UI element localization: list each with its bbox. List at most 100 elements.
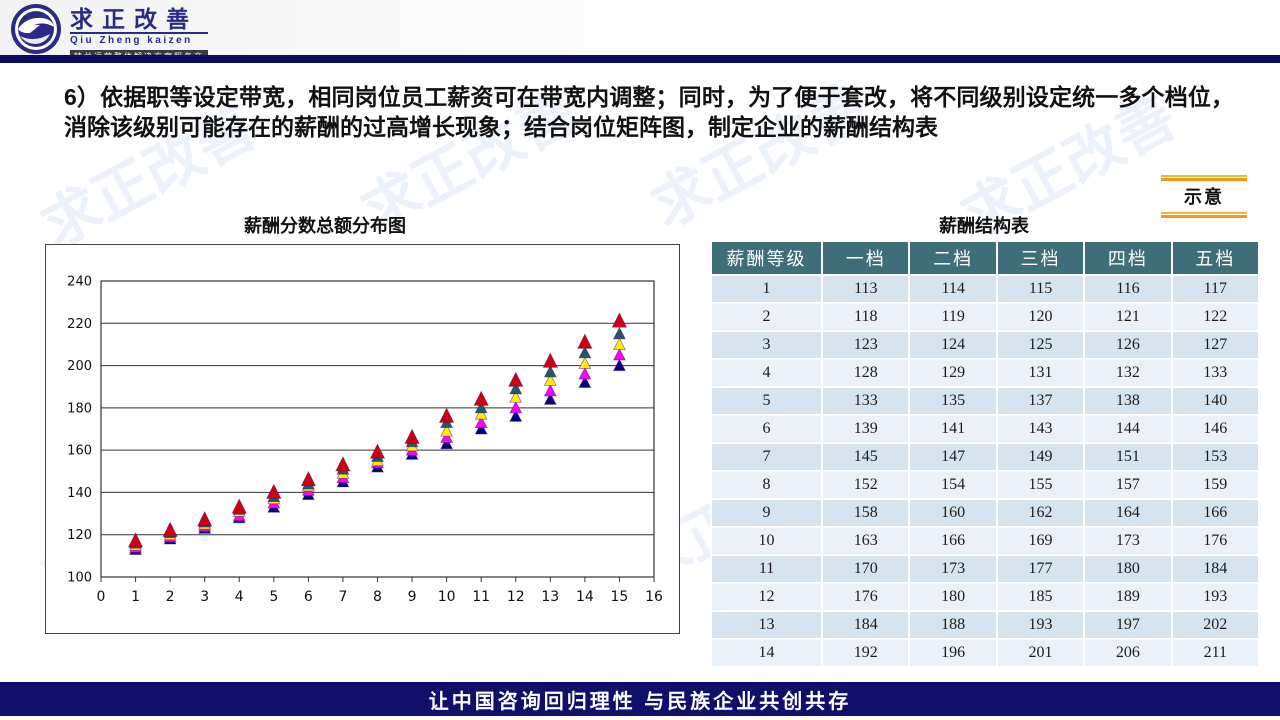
table-cell: 124: [910, 332, 996, 358]
table-cell: 176: [1172, 528, 1258, 554]
table-cell: 13: [712, 612, 822, 638]
table-cell: 133: [1172, 360, 1258, 386]
x-axis-tick-label: 4: [235, 589, 244, 605]
table-cell: 125: [997, 332, 1084, 358]
table-header-cell: 二档: [910, 242, 996, 274]
table-row: 9 158 160 162 164 166: [712, 500, 1258, 526]
table-cell: 14: [712, 640, 822, 666]
table-header-cell: 薪酬等级: [712, 242, 822, 274]
table-cell: 164: [1085, 500, 1171, 526]
table-cell: 189: [1085, 584, 1171, 610]
scatter-series-5: [127, 312, 628, 548]
badge-label: 示意: [1184, 187, 1224, 207]
table-cell: 196: [910, 640, 996, 666]
scatter-marker: [197, 511, 213, 527]
salary-structure-table: 薪酬等级 一档 二档 三档 四档 五档 1 113 114 115 116 117 2 118 119 120…: [710, 240, 1260, 668]
table-cell: 146: [1172, 416, 1258, 442]
y-axis-tick-label: 220: [67, 317, 92, 332]
x-axis-tick-label: 3: [200, 589, 209, 605]
table-cell: 193: [997, 612, 1084, 638]
table-cell: 113: [823, 276, 909, 302]
x-axis-tick-label: 15: [611, 589, 629, 605]
x-axis-tick-label: 2: [166, 589, 175, 605]
scatter-marker: [440, 424, 454, 437]
table-cell: 170: [823, 556, 909, 582]
table-cell: 153: [1172, 444, 1258, 470]
table-cell: 185: [997, 584, 1084, 610]
table-cell: 144: [1085, 416, 1171, 442]
scatter-marker: [578, 366, 592, 380]
table-cell: 197: [1085, 612, 1171, 638]
table-row: 11 170 173 177 180 184: [712, 556, 1258, 582]
table-cell: 166: [910, 528, 996, 554]
table-cell: 149: [997, 444, 1084, 470]
table-cell: 4: [712, 360, 822, 386]
scatter-marker: [474, 407, 488, 420]
table-cell: 114: [910, 276, 996, 302]
table-cell: 151: [1085, 444, 1171, 470]
scatter-marker: [578, 345, 592, 359]
table-cell: 188: [910, 612, 996, 638]
x-axis-tick-label: 0: [97, 589, 106, 605]
scatter-marker: [231, 498, 247, 514]
y-axis-tick-label: 100: [67, 571, 92, 586]
table-cell: 184: [1172, 556, 1258, 582]
table-header-cell: 四档: [1085, 242, 1171, 274]
x-axis-tick-label: 1: [131, 589, 140, 605]
table-cell: 121: [1085, 304, 1171, 330]
table-cell: 118: [823, 304, 909, 330]
table-cell: 123: [823, 332, 909, 358]
table-cell: 138: [1085, 388, 1171, 414]
table-cell: 162: [997, 500, 1084, 526]
company-logo-icon: [11, 4, 61, 54]
x-axis-tick-label: 10: [438, 589, 456, 605]
table-cell: 127: [1172, 332, 1258, 358]
scatter-marker: [474, 421, 488, 435]
table-cell: 160: [910, 500, 996, 526]
x-axis-tick-label: 7: [338, 589, 347, 605]
table-cell: 177: [997, 556, 1084, 582]
table-cell: 180: [910, 584, 996, 610]
scatter-marker: [474, 400, 488, 414]
table-cell: 7: [712, 444, 822, 470]
header-bar: 求正改善 Qiu Zheng kaizen 精益运营整体解决方案服务商: [0, 0, 1280, 63]
scatter-marker: [127, 532, 144, 548]
table-row: 2 118 119 120 121 122: [712, 304, 1258, 330]
table-cell: 157: [1085, 472, 1171, 498]
table-row: 4 128 129 131 132 133: [712, 360, 1258, 386]
x-axis-tick-label: 5: [269, 589, 278, 605]
table-header-cell: 三档: [997, 242, 1084, 274]
salary-distribution-chart: 100 120 140 160 180 200 220 240 0 1 2 3 4 5 6 7 8 9 10 11 12…: [45, 244, 680, 634]
table-row: 10 163 166 169 173 176: [712, 528, 1258, 554]
scatter-marker: [612, 358, 626, 371]
table-row: 14 192 196 201 206 211: [712, 640, 1258, 666]
scatter-marker: [440, 436, 454, 450]
table-cell: 116: [1085, 276, 1171, 302]
table-cell: 173: [1085, 528, 1171, 554]
table-cell: 202: [1172, 612, 1258, 638]
table-cell: 117: [1172, 276, 1258, 302]
table-cell: 143: [997, 416, 1084, 442]
x-axis-tick-label: 13: [541, 589, 559, 605]
table-cell: 173: [910, 556, 996, 582]
table-cell: 131: [997, 360, 1084, 386]
table-cell: 119: [910, 304, 996, 330]
table-cell: 184: [823, 612, 909, 638]
plot-area: [100, 280, 655, 578]
badge-top-line: [1161, 175, 1247, 181]
table-cell: 163: [823, 528, 909, 554]
y-axis-tick-label: 200: [67, 359, 92, 374]
table-row: 1 113 114 115 116 117: [712, 276, 1258, 302]
scatter-marker: [578, 356, 592, 369]
scatter-marker: [612, 326, 626, 340]
table-cell: 169: [997, 528, 1084, 554]
scatter-marker: [543, 383, 557, 397]
logo-subtitle: Qiu Zheng kaizen: [70, 32, 208, 46]
scatter-marker: [440, 430, 454, 443]
scatter-marker: [611, 312, 628, 328]
table-cell: 147: [910, 444, 996, 470]
scatter-marker: [509, 381, 523, 395]
footer-slogan: 让中国咨询回归理性 与民族企业共创共存: [428, 690, 852, 713]
scatter-marker: [404, 428, 420, 444]
table-cell: 145: [823, 444, 909, 470]
